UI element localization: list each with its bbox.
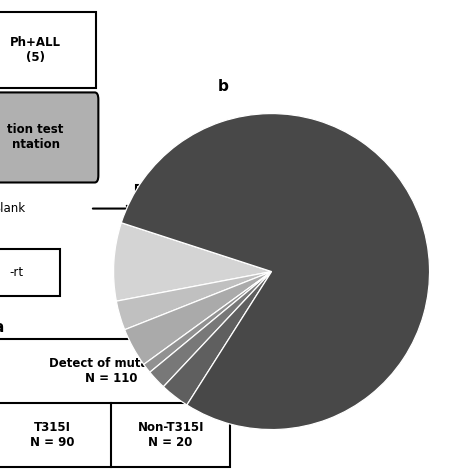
Text: N=2(2%) E255V
F317L
G250E
Y253H/E255K: N=2(2%) E255V F317L G250E Y253H/E255K	[0, 473, 1, 474]
Wedge shape	[125, 272, 272, 365]
Text: N=2(2%)T315I/Y253H: N=2(2%)T315I/Y253H	[0, 473, 1, 474]
Text: Ph+ALL
(5): Ph+ALL (5)	[10, 36, 61, 64]
Text: T315I
N = 90: T315I N = 90	[30, 421, 74, 449]
FancyBboxPatch shape	[0, 249, 61, 296]
Text: N=4(4%) Y253H: N=4(4%) Y253H	[0, 473, 1, 474]
Text: N=1(1%) T315I/F317L
T315I/E255V: N=1(1%) T315I/F317L T315I/E255V	[0, 473, 1, 474]
Text: Blank: Blank	[0, 202, 26, 215]
Text: -rt: -rt	[9, 266, 24, 279]
Wedge shape	[164, 272, 272, 405]
Wedge shape	[121, 114, 429, 429]
FancyBboxPatch shape	[0, 12, 96, 88]
Text: Detect of mutation
N = 110: Detect of mutation N = 110	[49, 357, 174, 385]
Wedge shape	[144, 272, 272, 372]
Text: N=3(3%) T315I/E255K: N=3(3%) T315I/E255K	[0, 473, 1, 474]
Text: Non-T315I
N = 20: Non-T315I N = 20	[137, 421, 204, 449]
FancyBboxPatch shape	[137, 185, 229, 232]
Text: N=131: N=131	[159, 202, 206, 215]
Wedge shape	[114, 223, 272, 301]
Wedge shape	[116, 272, 272, 330]
Bar	[0, 339, 230, 467]
Text: a: a	[0, 319, 3, 335]
Text: tion test
ntation: tion test ntation	[8, 123, 64, 152]
Text: b: b	[218, 79, 229, 94]
FancyBboxPatch shape	[0, 92, 99, 182]
Wedge shape	[150, 272, 272, 387]
Text: N=3(3%) E255K: N=3(3%) E255K	[0, 473, 1, 474]
